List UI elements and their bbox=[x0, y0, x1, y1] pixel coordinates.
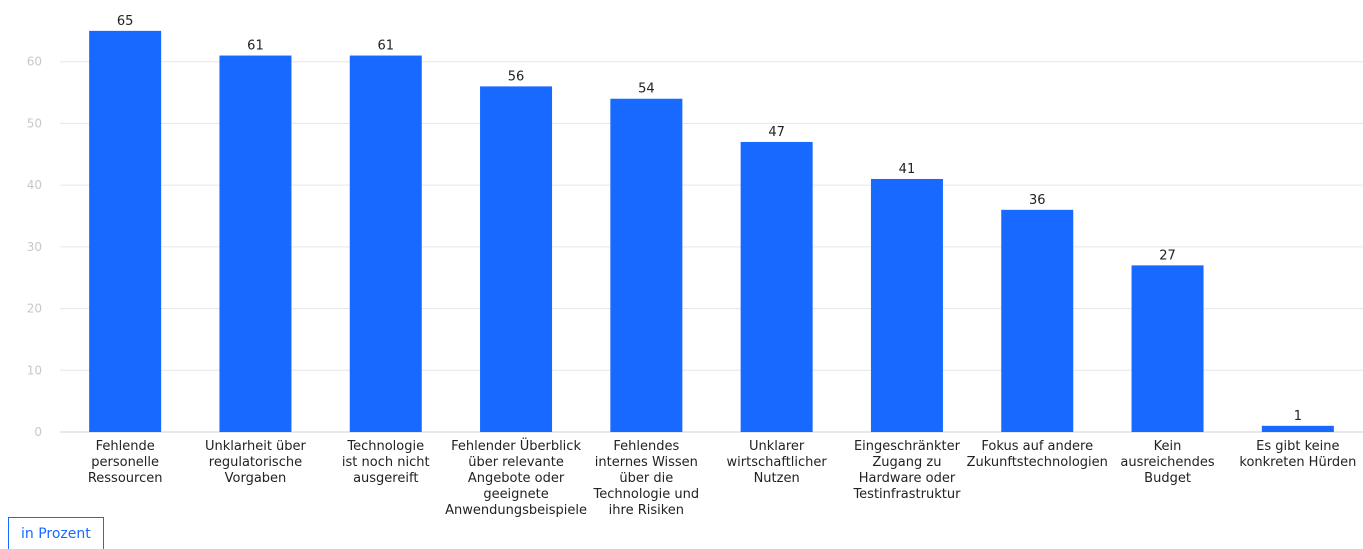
x-tick-label: Fehlender Überblick über relevante Angebot… bbox=[445, 437, 587, 517]
x-tick-label-line: Technologie bbox=[346, 439, 424, 454]
data-label: 56 bbox=[508, 69, 525, 84]
y-tick-label: 30 bbox=[27, 240, 42, 254]
x-tick-label-line: Fehlende bbox=[96, 439, 155, 454]
x-tick-label-line: internes Wissen bbox=[595, 455, 698, 470]
x-tick-label-line: konkreten Hürden bbox=[1239, 455, 1356, 470]
x-tick-label: Technologie ist noch nicht ausgereift bbox=[342, 439, 430, 486]
x-tick-label-line: Fehlender Überblick bbox=[451, 437, 581, 454]
x-tick-label-line: Anwendungsbeispiele bbox=[445, 503, 587, 517]
bar bbox=[89, 30, 162, 432]
y-axis-ticks: 0 10 20 30 40 50 60 bbox=[27, 55, 42, 439]
unit-label: in Prozent bbox=[8, 517, 104, 549]
data-label: 47 bbox=[768, 125, 785, 140]
x-tick-label-line: ausgereift bbox=[353, 471, 418, 486]
x-tick-label: Fokus auf andere Zukunftstechnologien bbox=[967, 439, 1108, 470]
x-tick-label-line: Nutzen bbox=[754, 471, 800, 486]
data-labels: 65 61 61 56 54 47 41 36 27 1 bbox=[117, 14, 1302, 424]
x-tick-label-line: ausreichendes bbox=[1120, 455, 1215, 470]
x-tick-label: Eingeschränkter Zugang zu Hardware oder Tes… bbox=[852, 439, 961, 502]
data-label: 61 bbox=[247, 39, 264, 54]
bar bbox=[219, 55, 292, 433]
x-tick-label-line: geeignete bbox=[483, 487, 548, 502]
bar bbox=[610, 98, 683, 432]
x-tick-label-line: Technologie und bbox=[593, 487, 700, 502]
x-tick-label-line: Eingeschränkter bbox=[854, 439, 961, 454]
y-tick-label: 20 bbox=[27, 302, 42, 316]
x-tick-label-line: über relevante bbox=[468, 455, 564, 470]
y-tick-label: 40 bbox=[27, 178, 42, 192]
data-label: 27 bbox=[1159, 248, 1176, 263]
bar bbox=[480, 86, 553, 433]
data-label: 61 bbox=[377, 39, 394, 54]
x-tick-label-line: Zukunftstechnologien bbox=[967, 455, 1108, 470]
y-tick-label: 0 bbox=[34, 425, 42, 439]
x-tick-label-line: Zugang zu bbox=[872, 455, 941, 470]
x-tick-label-line: Fokus auf andere bbox=[981, 439, 1093, 454]
x-tick-label-line: regulatorische bbox=[209, 455, 302, 470]
bar bbox=[740, 141, 813, 432]
bars bbox=[89, 30, 1334, 433]
data-label: 41 bbox=[899, 162, 916, 177]
x-tick-label-line: Vorgaben bbox=[225, 471, 287, 486]
bar-chart: 0 10 20 30 40 50 60 65 61 61 56 54 47 41 36 27 1 Fehlen… bbox=[27, 14, 1363, 517]
x-tick-label-line: wirtschaftlicher bbox=[727, 455, 828, 470]
x-tick-label-line: ist noch nicht bbox=[342, 455, 430, 470]
x-tick-label-line: Fehlendes bbox=[613, 439, 679, 454]
x-tick-label-line: über die bbox=[619, 471, 673, 486]
data-label: 36 bbox=[1029, 193, 1046, 208]
x-tick-label-line: ihre Risiken bbox=[609, 503, 684, 517]
y-tick-label: 60 bbox=[27, 55, 42, 69]
x-tick-label: Unklarer wirtschaftlicher Nutzen bbox=[727, 439, 828, 486]
x-tick-label-line: Unklarer bbox=[749, 439, 805, 454]
x-tick-label-line: Kein bbox=[1154, 439, 1182, 454]
x-tick-label-line: Budget bbox=[1144, 471, 1191, 486]
bar bbox=[1001, 209, 1074, 432]
bar bbox=[1261, 425, 1334, 432]
x-tick-label-line: personelle bbox=[91, 455, 159, 470]
x-tick-label-line: Es gibt keine bbox=[1256, 439, 1339, 454]
x-tick-label: Fehlende personelle Ressourcen bbox=[88, 439, 163, 486]
y-tick-label: 50 bbox=[27, 116, 42, 130]
x-tick-label-line: Ressourcen bbox=[88, 471, 163, 486]
x-tick-label-line: Unklarheit über bbox=[205, 439, 307, 454]
data-label: 54 bbox=[638, 82, 655, 97]
x-tick-label: Unklarheit über regulatorische Vorgaben bbox=[205, 439, 307, 486]
x-tick-label-line: Hardware oder bbox=[859, 471, 956, 486]
x-tick-label: Fehlendes internes Wissen über die Technolo… bbox=[593, 439, 700, 517]
bar bbox=[1131, 265, 1204, 432]
x-tick-label: Kein ausreichendes Budget bbox=[1120, 439, 1215, 486]
data-label: 65 bbox=[117, 14, 134, 29]
bar bbox=[349, 55, 422, 433]
y-tick-label: 10 bbox=[27, 363, 42, 377]
x-tick-label-line: Testinfrastruktur bbox=[852, 487, 961, 502]
bar bbox=[870, 178, 943, 432]
x-tick-label-line: Angebote oder bbox=[468, 471, 565, 486]
data-label: 1 bbox=[1294, 409, 1302, 424]
x-tick-label: Es gibt keine konkreten Hürden bbox=[1239, 439, 1356, 470]
x-axis-labels: Fehlende personelle Ressourcen Unklarheit ü… bbox=[88, 437, 1356, 517]
